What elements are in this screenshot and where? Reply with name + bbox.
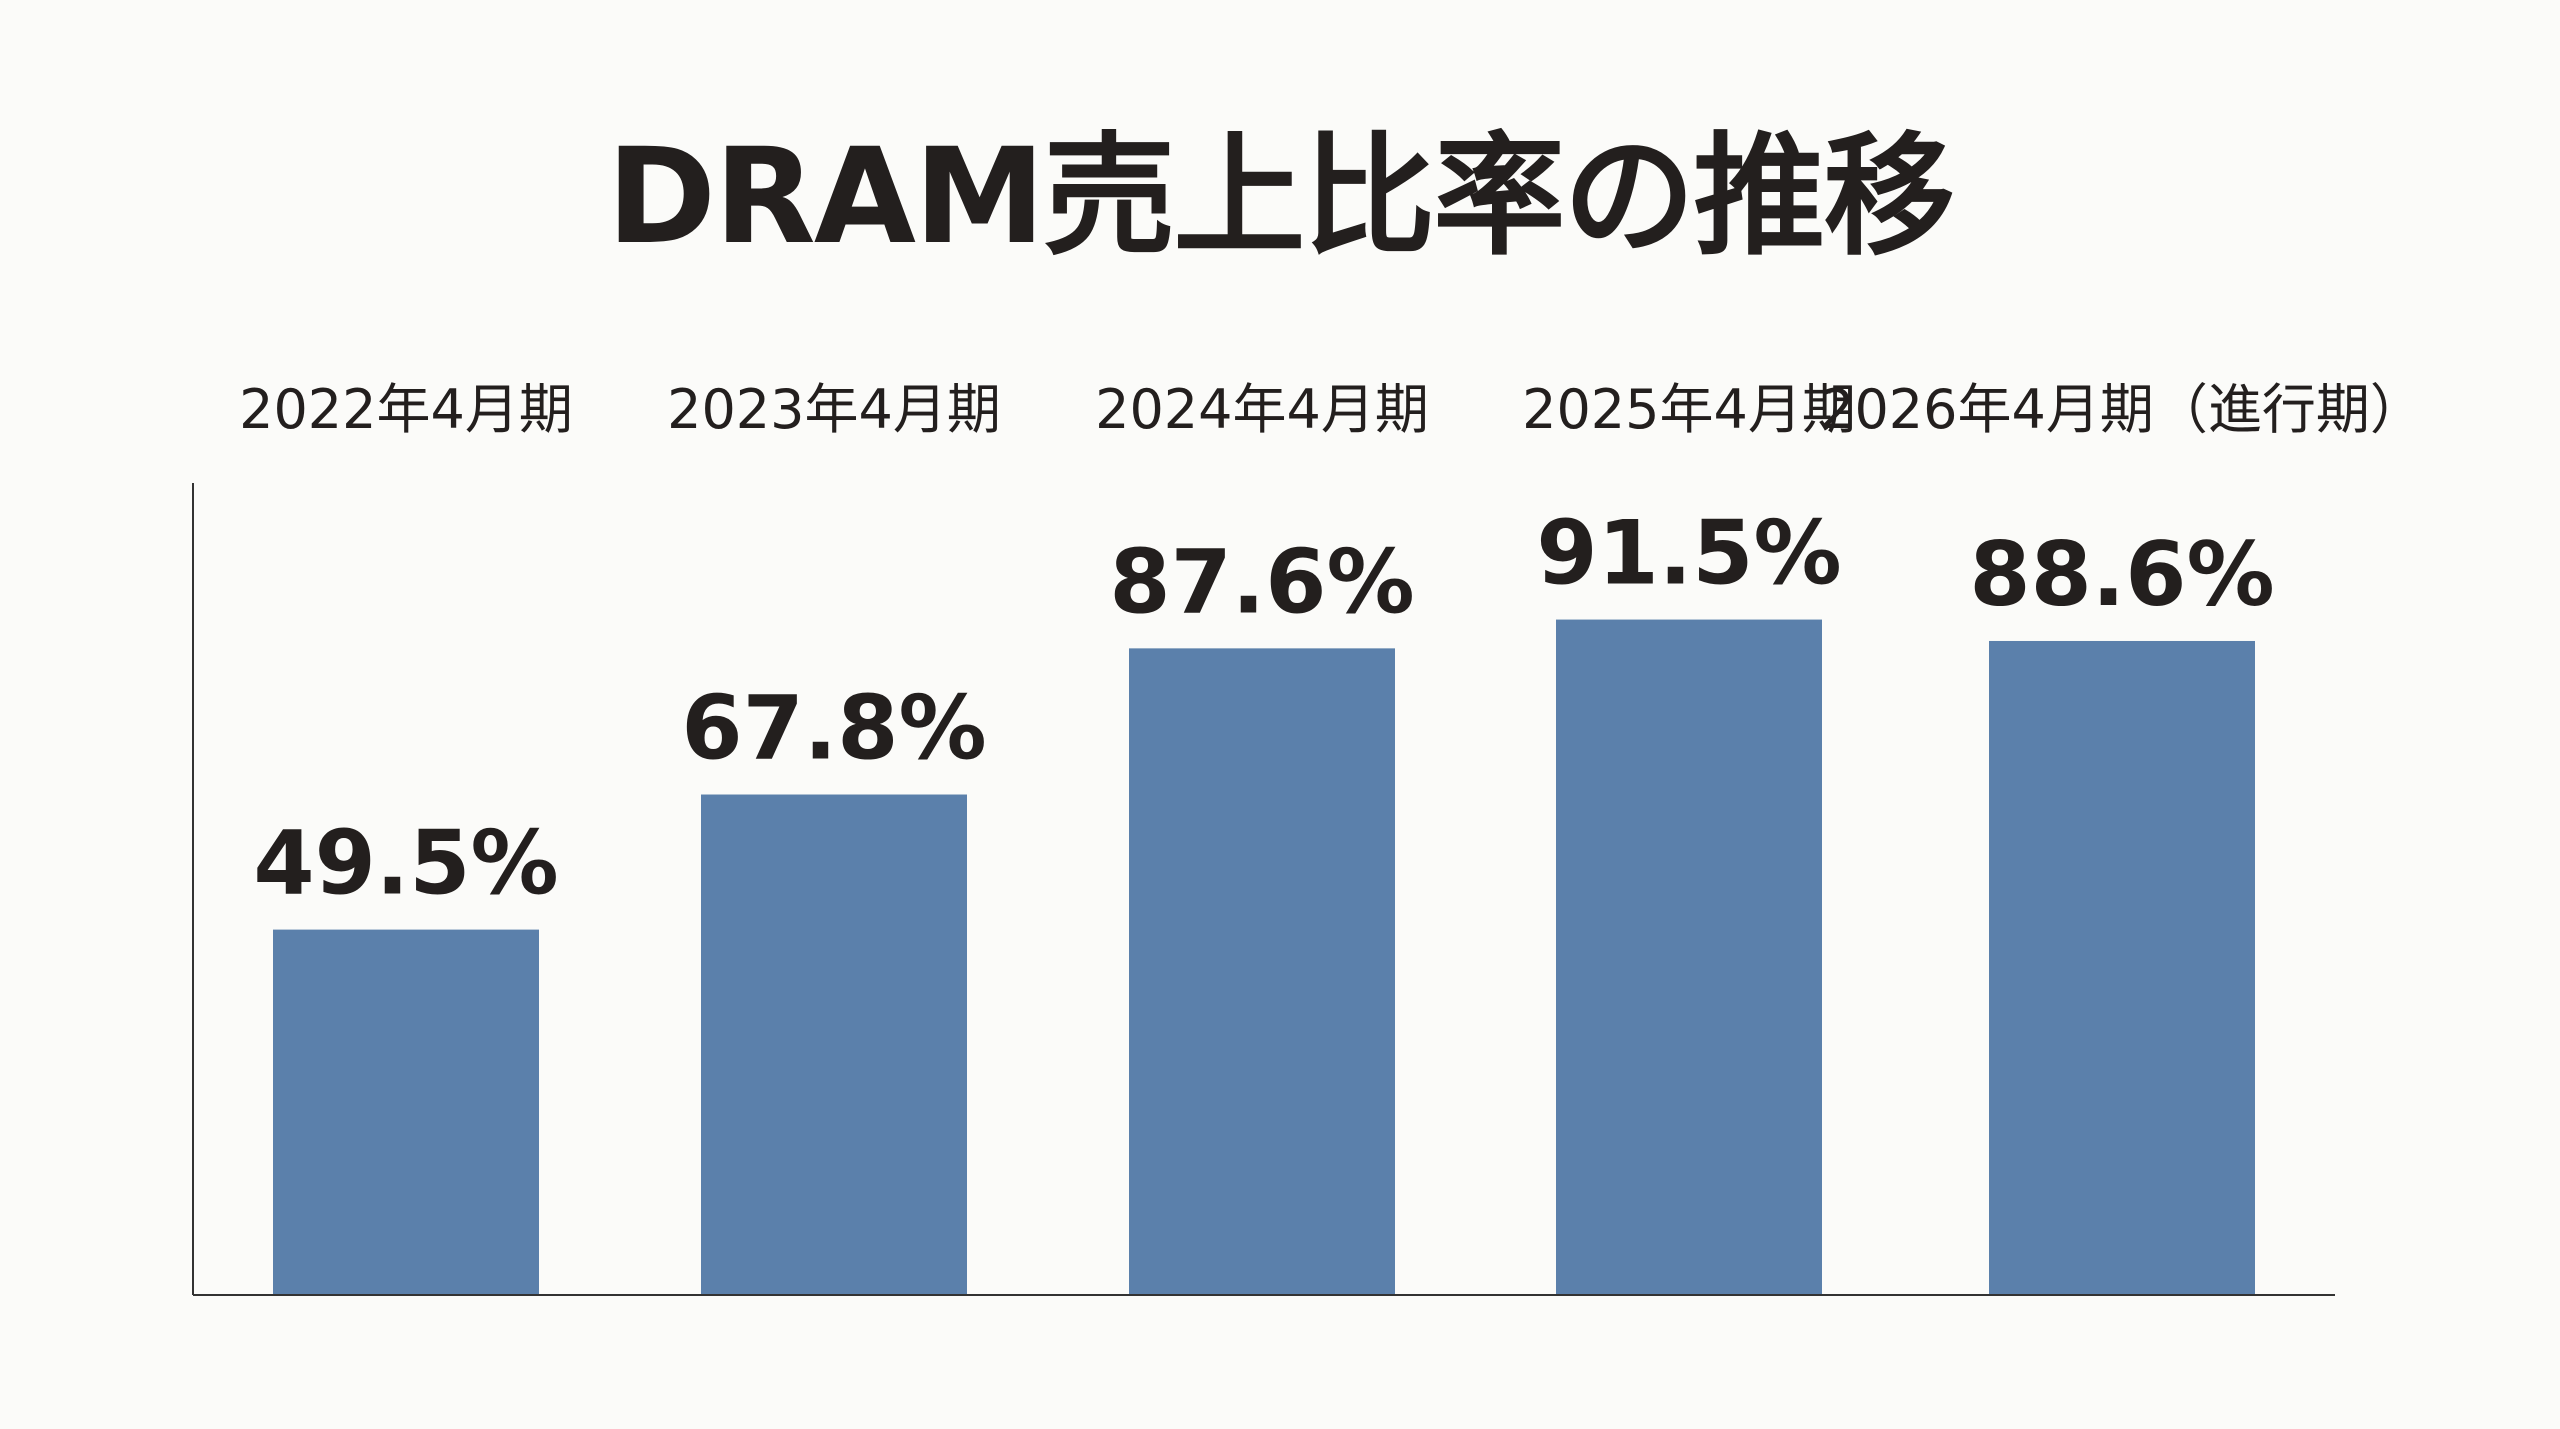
data-label-5: 88.6% <box>1969 523 2274 626</box>
category-label-4: 2025年4月期 <box>1522 378 1856 441</box>
bar-5 <box>1989 640 2255 1295</box>
data-label-3: 87.6% <box>1109 530 1414 633</box>
data-label-4: 91.5% <box>1536 502 1841 605</box>
data-label-1: 49.5% <box>253 812 558 915</box>
bar-3 <box>1129 648 1395 1295</box>
bar-2 <box>701 794 967 1295</box>
chart-title: DRAM売上比率の推移 <box>606 120 1956 274</box>
bar-4 <box>1556 619 1822 1295</box>
category-label-3: 2024年4月期 <box>1095 378 1429 441</box>
bar-1 <box>273 929 539 1295</box>
category-label-5: 2026年4月期（進行期） <box>1820 378 2424 441</box>
category-label-1: 2022年4月期 <box>239 378 573 441</box>
data-label-2: 67.8% <box>681 677 986 780</box>
category-label-2: 2023年4月期 <box>667 378 1001 441</box>
